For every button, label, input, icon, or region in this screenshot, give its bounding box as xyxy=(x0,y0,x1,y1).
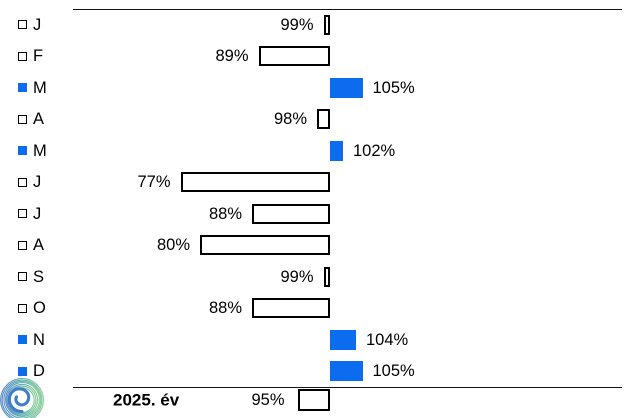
value-label: 98% xyxy=(273,110,307,128)
bar-J-99 xyxy=(323,14,330,35)
value-label: 102% xyxy=(353,141,396,160)
blue-square-marker xyxy=(18,366,27,376)
value-label: 105% xyxy=(372,78,415,97)
bar-J-88 xyxy=(252,203,330,224)
bar-J-77 xyxy=(180,172,330,193)
summary-bar xyxy=(297,389,330,411)
white-square-marker xyxy=(18,114,27,124)
value-label: 88% xyxy=(208,204,242,223)
bar-M-105 xyxy=(330,77,363,98)
axis-bottom-rule xyxy=(73,387,622,388)
summary-value: 95% xyxy=(251,390,285,409)
bar-O-88 xyxy=(252,298,330,319)
category-label: F xyxy=(33,47,44,65)
category-label: O xyxy=(33,299,46,317)
category-label: N xyxy=(33,330,45,349)
value-label: 80% xyxy=(156,236,190,254)
spiral-swirl-logo xyxy=(0,378,44,418)
value-label: 104% xyxy=(366,330,409,349)
bar-F-89 xyxy=(258,46,330,67)
white-square-marker xyxy=(18,240,27,250)
bar-D-105 xyxy=(330,361,363,382)
category-label: M xyxy=(33,78,47,97)
bar-M-102 xyxy=(330,140,343,161)
white-square-marker xyxy=(18,51,27,61)
category-label: J xyxy=(33,15,42,34)
white-square-marker xyxy=(18,272,27,282)
bar-A-98 xyxy=(317,109,330,130)
white-square-marker xyxy=(18,177,27,187)
category-label: A xyxy=(33,110,45,128)
category-label: S xyxy=(33,267,45,286)
value-label: 89% xyxy=(215,47,249,65)
value-label: 99% xyxy=(280,267,314,286)
bar-A-80 xyxy=(200,235,330,256)
bar-N-104 xyxy=(330,329,356,350)
value-label: 99% xyxy=(280,15,314,34)
category-label: A xyxy=(33,236,45,254)
white-square-marker xyxy=(18,209,27,219)
axis-top-rule xyxy=(73,9,622,10)
white-square-marker xyxy=(18,303,27,313)
value-label: 105% xyxy=(372,362,415,380)
value-label: 88% xyxy=(208,299,242,317)
category-label: D xyxy=(33,362,45,380)
category-label: M xyxy=(33,141,47,160)
category-label: J xyxy=(33,173,42,191)
blue-square-marker xyxy=(18,83,27,93)
value-label: 77% xyxy=(137,173,171,191)
bar-S-99 xyxy=(323,266,330,287)
category-label: J xyxy=(33,204,42,223)
blue-square-marker xyxy=(18,335,27,345)
summary-label: 2025. év xyxy=(113,390,180,410)
white-square-marker xyxy=(18,20,27,30)
blue-square-marker xyxy=(18,146,27,156)
